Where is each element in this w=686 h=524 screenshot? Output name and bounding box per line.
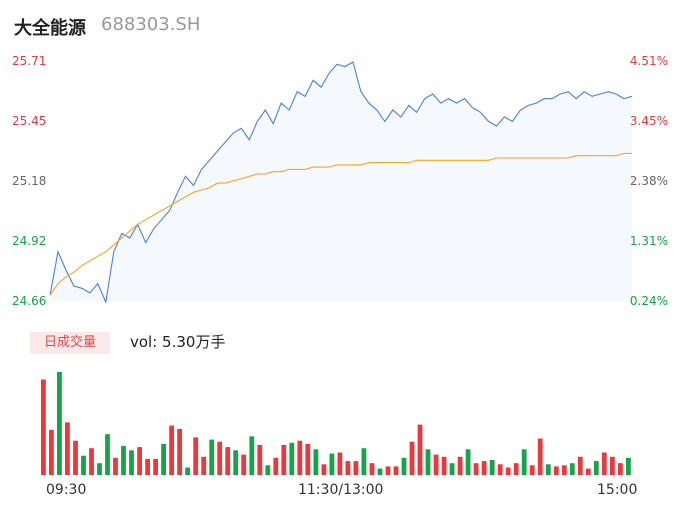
volume-bar <box>481 461 487 475</box>
volume-bar <box>425 449 431 476</box>
volume-bar <box>297 440 303 475</box>
volume-bar <box>121 446 126 475</box>
volume-bar <box>433 454 439 475</box>
y-label-right-3: 1.31% <box>629 234 668 248</box>
volume-bar <box>89 448 94 475</box>
volume-bar <box>337 452 343 475</box>
stock-name: 大全能源 <box>14 18 86 39</box>
volume-bar <box>65 422 70 475</box>
volume-bar <box>401 457 407 475</box>
volume-bar <box>353 461 359 475</box>
volume-bar <box>161 443 166 475</box>
volume-bar <box>545 464 551 475</box>
y-label-left-2: 25.18 <box>12 174 47 188</box>
volume-bar <box>385 466 391 475</box>
volume-bar <box>105 434 110 475</box>
volume-bar <box>305 443 311 475</box>
x-label-midday: 11:30/13:00 <box>298 482 384 498</box>
volume-bar <box>513 463 519 475</box>
volume-tag[interactable]: 日成交量 <box>30 332 110 354</box>
volume-bar <box>49 429 54 475</box>
price-line <box>49 61 633 304</box>
volume-bar <box>561 465 567 475</box>
x-label-close: 15:00 <box>597 482 638 498</box>
volume-bar <box>177 428 182 475</box>
volume-bar <box>529 465 535 475</box>
volume-bar <box>553 466 559 475</box>
volume-bar <box>417 424 423 475</box>
volume-bar <box>137 447 142 475</box>
volume-bar <box>577 456 583 475</box>
volume-bar <box>377 468 383 475</box>
volume-bar <box>521 449 527 476</box>
volume-bar <box>313 449 319 476</box>
volume-bar <box>153 458 158 475</box>
volume-bar <box>249 436 255 475</box>
volume-bar <box>505 467 511 475</box>
volume-bar <box>217 441 223 475</box>
volume-bar <box>345 461 351 475</box>
volume-bar <box>193 437 199 475</box>
volume-bar <box>281 445 287 475</box>
volume-bar <box>369 463 375 475</box>
volume-bar <box>489 460 495 475</box>
volume-bar <box>361 448 367 475</box>
volume-bar <box>265 465 271 475</box>
volume-bar <box>225 447 231 475</box>
volume-bar <box>185 467 190 475</box>
volume-bar <box>145 458 150 475</box>
y-label-left-1: 25.45 <box>12 114 47 128</box>
y-label-left-3: 24.92 <box>12 234 47 248</box>
volume-bar <box>257 445 263 475</box>
volume-bar <box>601 452 607 475</box>
volume-bar <box>537 438 543 475</box>
volume-bar <box>441 456 447 475</box>
volume-bar <box>585 468 591 475</box>
volume-bar <box>626 457 631 475</box>
volume-bar <box>209 439 215 475</box>
volume-bar <box>393 466 399 475</box>
volume-bar <box>329 453 335 475</box>
y-label-left-4: 24.66 <box>12 294 47 308</box>
volume-bar <box>41 379 46 475</box>
volume-bar <box>473 463 479 475</box>
volume-bar <box>457 456 463 475</box>
volume-bar <box>593 461 599 475</box>
y-label-right-4: 0.24% <box>629 294 668 308</box>
y-label-left-0: 25.71 <box>12 54 47 68</box>
volume-label: vol: 5.30万手 <box>130 333 226 351</box>
volume-bar <box>57 372 62 475</box>
y-label-right-0: 4.51% <box>629 54 668 68</box>
volume-bar <box>321 464 327 475</box>
volume-bar <box>289 442 295 475</box>
volume-bar <box>449 463 455 475</box>
volume-bar <box>129 450 134 475</box>
price-area-fill <box>50 62 632 302</box>
y-label-right-1: 3.45% <box>629 114 668 128</box>
y-label-right-2: 2.38% <box>629 174 668 188</box>
volume-bar <box>81 455 86 475</box>
volume-bar <box>618 463 623 475</box>
stock-code: 688303.SH <box>101 14 201 35</box>
x-label-open: 09:30 <box>46 482 87 498</box>
volume-bar <box>273 457 279 475</box>
volume-bar <box>569 463 575 475</box>
volume-bar <box>201 456 207 475</box>
volume-bar <box>465 449 471 476</box>
volume-bar <box>497 464 503 475</box>
average-line <box>49 152 632 296</box>
volume-bar <box>97 463 102 475</box>
volume-bar <box>233 450 239 475</box>
volume-bar <box>113 457 118 475</box>
volume-bar <box>409 441 415 475</box>
volume-bar <box>241 454 247 475</box>
volume-bar <box>169 425 174 475</box>
volume-bar <box>73 440 78 475</box>
volume-bar <box>610 456 615 475</box>
